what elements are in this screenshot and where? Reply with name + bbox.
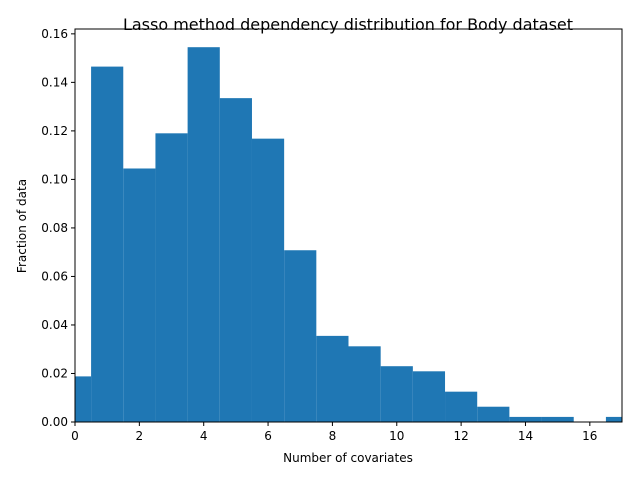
histogram-bar xyxy=(541,416,574,422)
chart-title: Lasso method dependency distribution for… xyxy=(123,15,573,34)
histogram-bar xyxy=(187,47,220,422)
y-tick-label: 0.04 xyxy=(41,318,68,332)
y-axis-label: Fraction of data xyxy=(15,179,29,273)
histogram-bar xyxy=(219,98,252,422)
y-tick-label: 0.00 xyxy=(41,415,68,429)
x-tick-label: 14 xyxy=(518,429,533,443)
histogram-bar xyxy=(445,391,478,422)
x-tick-label: 8 xyxy=(329,429,337,443)
histogram-bar xyxy=(605,416,622,422)
x-tick-label: 4 xyxy=(200,429,208,443)
x-tick-label: 6 xyxy=(264,429,272,443)
y-tick-label: 0.16 xyxy=(41,27,68,41)
y-tick-label: 0.08 xyxy=(41,221,68,235)
histogram-bar xyxy=(477,406,510,422)
y-tick-label: 0.12 xyxy=(41,124,68,138)
histogram-bar xyxy=(284,250,317,422)
y-tick-label: 0.02 xyxy=(41,366,68,380)
histogram-bar xyxy=(348,346,381,422)
plot-frame xyxy=(74,28,623,423)
y-axis: 0.00 0.02 0.04 0.06 0.08 0.10 0.12 0.14 0.16 xyxy=(41,27,75,429)
histogram-bar xyxy=(412,371,446,422)
x-tick-label: 2 xyxy=(136,429,144,443)
x-tick-label: 10 xyxy=(389,429,404,443)
histogram-bar xyxy=(380,366,413,422)
histogram-bar xyxy=(123,168,156,422)
x-tick-label: 12 xyxy=(453,429,468,443)
histogram-bar xyxy=(75,376,92,422)
x-tick-label: 16 xyxy=(582,429,597,443)
x-tick-label: 0 xyxy=(71,429,79,443)
histogram-bar xyxy=(155,133,188,422)
histogram-bar xyxy=(316,335,349,422)
bars-group xyxy=(75,47,622,422)
x-axis-label: Number of covariates xyxy=(283,451,413,465)
histogram-bar xyxy=(509,416,542,422)
histogram-bar xyxy=(91,66,124,422)
x-axis: 0 2 4 6 8 10 12 14 16 xyxy=(71,422,597,443)
histogram-bar xyxy=(251,138,285,422)
y-tick-label: 0.14 xyxy=(41,75,68,89)
y-tick-label: 0.10 xyxy=(41,172,68,186)
y-tick-label: 0.06 xyxy=(41,269,68,283)
